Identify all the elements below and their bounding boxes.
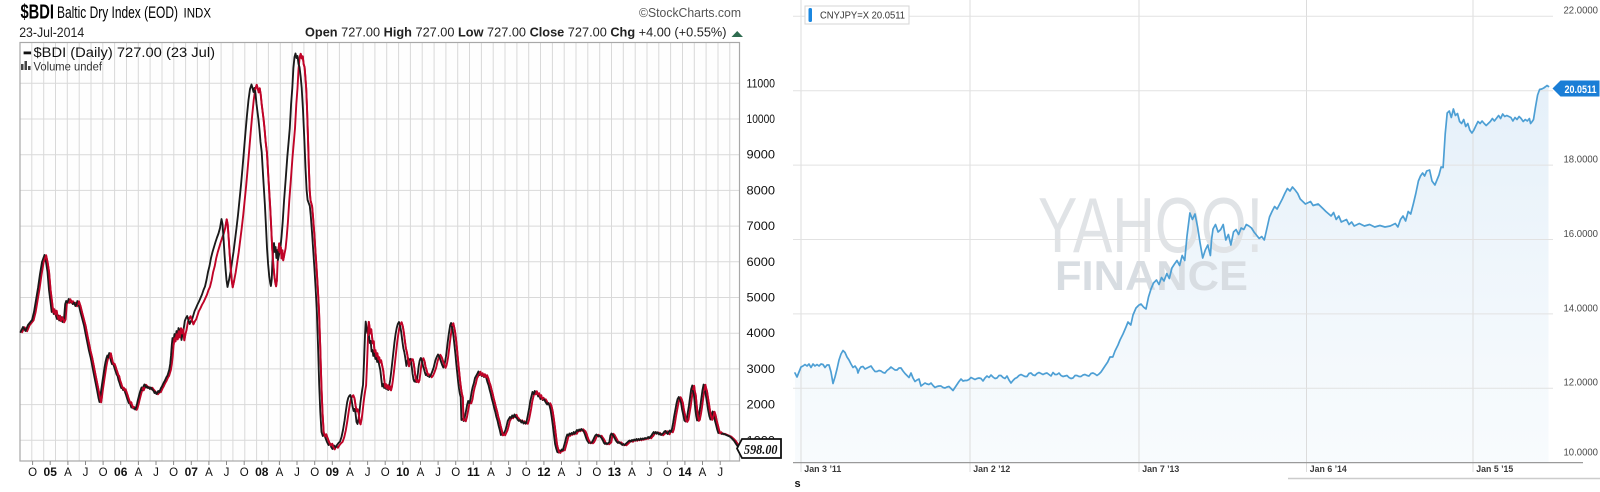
svg-text:4000: 4000 — [747, 326, 776, 340]
svg-text:20.0511: 20.0511 — [1565, 84, 1597, 96]
svg-text:09: 09 — [326, 465, 340, 479]
svg-text:J: J — [365, 467, 371, 479]
svg-text:J: J — [506, 467, 512, 479]
svg-text:$BDI: $BDI — [21, 1, 55, 24]
svg-text:Jan 5 ’15: Jan 5 ’15 — [1476, 464, 1514, 475]
svg-text:598.00: 598.00 — [744, 442, 778, 457]
svg-text:A: A — [558, 467, 566, 479]
svg-text:CNYJPY=X 20.0511: CNYJPY=X 20.0511 — [820, 10, 905, 22]
svg-text:YAHOO!: YAHOO! — [1038, 181, 1263, 269]
svg-text:12: 12 — [537, 465, 551, 479]
svg-text:3000: 3000 — [747, 362, 776, 376]
svg-text:9000: 9000 — [747, 148, 776, 162]
svg-text:05: 05 — [44, 465, 58, 479]
svg-text:J: J — [576, 467, 582, 479]
svg-text:J: J — [435, 467, 441, 479]
svg-text:J: J — [294, 467, 300, 479]
svg-text:Baltic Dry Index (EOD): Baltic Dry Index (EOD) — [57, 3, 178, 22]
svg-text:J: J — [83, 467, 89, 479]
svg-text:Jan 6 ’14: Jan 6 ’14 — [1310, 464, 1348, 475]
svg-text:O: O — [381, 467, 390, 479]
svg-text:11000: 11000 — [747, 76, 776, 90]
svg-text:10000: 10000 — [747, 112, 776, 126]
svg-text:A: A — [417, 467, 425, 479]
svg-text:FINANCE: FINANCE — [1055, 252, 1248, 299]
svg-text:Jan 3 ’11: Jan 3 ’11 — [804, 464, 842, 475]
svg-text:14: 14 — [678, 465, 692, 479]
svg-text:O: O — [310, 467, 319, 479]
svg-text:A: A — [205, 467, 213, 479]
svg-text:22.0000: 22.0000 — [1564, 6, 1599, 17]
svg-text:10: 10 — [396, 465, 410, 479]
svg-text:2000: 2000 — [747, 398, 776, 412]
svg-text:O: O — [28, 467, 37, 479]
svg-text:J: J — [153, 467, 159, 479]
svg-text:O: O — [663, 467, 672, 479]
svg-text:O: O — [592, 467, 601, 479]
svg-text:O: O — [240, 467, 249, 479]
svg-text:A: A — [346, 467, 354, 479]
svg-text:O: O — [451, 467, 460, 479]
svg-text:Volume undef: Volume undef — [34, 62, 103, 74]
svg-text:O: O — [169, 467, 178, 479]
svg-text:5000: 5000 — [747, 291, 776, 305]
svg-text:INDX: INDX — [184, 6, 212, 21]
svg-text:6000: 6000 — [747, 255, 776, 269]
svg-text:O: O — [522, 467, 531, 479]
svg-text:14.0000: 14.0000 — [1564, 303, 1599, 314]
svg-text:7000: 7000 — [747, 219, 776, 233]
svg-text:J: J — [717, 467, 723, 479]
svg-text:J: J — [224, 467, 230, 479]
svg-text:O: O — [99, 467, 108, 479]
svg-text:Jan 7 ’13: Jan 7 ’13 — [1142, 464, 1179, 475]
svg-text:Jan 2 ’12: Jan 2 ’12 — [973, 464, 1010, 475]
svg-text:10.0000: 10.0000 — [1564, 447, 1599, 458]
svg-text:06: 06 — [114, 465, 128, 479]
svg-text:08: 08 — [255, 465, 269, 479]
svg-text:12.0000: 12.0000 — [1564, 378, 1599, 389]
svg-text:A: A — [276, 467, 284, 479]
svg-text:13: 13 — [608, 465, 622, 479]
svg-text:A: A — [135, 467, 143, 479]
svg-text:8000: 8000 — [747, 183, 776, 197]
svg-text:A: A — [64, 467, 72, 479]
svg-text:11: 11 — [467, 465, 480, 479]
svg-text:A: A — [487, 467, 495, 479]
svg-text:A: A — [699, 467, 707, 479]
svg-text:16.0000: 16.0000 — [1564, 229, 1599, 240]
svg-text:A: A — [628, 467, 636, 479]
svg-text:©StockCharts.com: ©StockCharts.com — [639, 5, 741, 20]
svg-text:J: J — [647, 467, 653, 479]
svg-text:07: 07 — [185, 465, 199, 479]
svg-text:23-Jul-2014: 23-Jul-2014 — [19, 24, 84, 40]
svg-text:s: s — [795, 478, 801, 487]
svg-text:Open 727.00 High 727.00 Low 72: Open 727.00 High 727.00 Low 727.00 Close… — [305, 25, 727, 40]
svg-text:18.0000: 18.0000 — [1564, 155, 1599, 166]
svg-text:$BDI (Daily) 727.00 (23 Jul): $BDI (Daily) 727.00 (23 Jul) — [34, 45, 216, 60]
